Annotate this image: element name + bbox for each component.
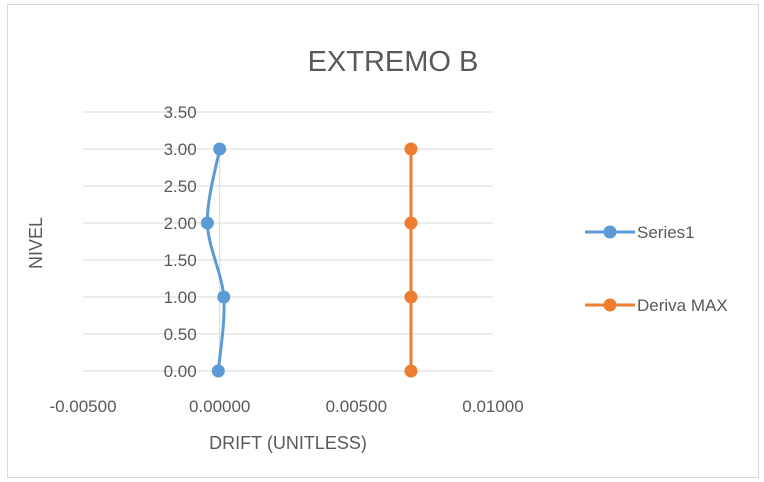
legend-item: Deriva MAX xyxy=(585,296,728,315)
legend-item: Series1 xyxy=(585,223,695,242)
legend-label: Series1 xyxy=(637,223,695,242)
data-point xyxy=(217,290,231,304)
y-axis-title: NIVEL xyxy=(26,217,46,269)
y-tick-label: 2.00 xyxy=(164,214,197,233)
legend-marker xyxy=(603,225,617,239)
data-point xyxy=(404,290,418,304)
x-tick-labels: -0.00500 0.00000 0.00500 0.01000 xyxy=(49,397,523,416)
chart-title: EXTREMO B xyxy=(308,46,479,78)
y-tick-label: 3.00 xyxy=(164,140,197,159)
y-tick-label: 1.00 xyxy=(164,288,197,307)
series-1 xyxy=(404,142,418,378)
data-point xyxy=(211,364,225,378)
legend: Series1 Deriva MAX xyxy=(585,223,728,315)
data-point xyxy=(200,216,214,230)
x-tick-label: 0.00500 xyxy=(326,397,387,416)
y-tick-label: 2.50 xyxy=(164,177,197,196)
series-0 xyxy=(200,142,231,378)
y-tick-label: 0.00 xyxy=(164,362,197,381)
x-tick-label: 0.00000 xyxy=(189,397,250,416)
x-tick-label: -0.00500 xyxy=(49,397,116,416)
data-point xyxy=(404,142,418,156)
series-line xyxy=(205,147,226,373)
legend-label: Deriva MAX xyxy=(637,296,728,315)
data-point xyxy=(404,364,418,378)
gridlines xyxy=(83,111,493,372)
x-axis-title: DRIFT (UNITLESS) xyxy=(209,433,367,453)
y-tick-label: 0.50 xyxy=(164,325,197,344)
series-layer xyxy=(200,142,418,378)
y-tick-label: 3.50 xyxy=(164,103,197,122)
chart-frame xyxy=(7,4,759,478)
y-tick-labels: 0.00 0.50 1.00 1.50 2.00 2.50 3.00 3.50 xyxy=(164,103,197,381)
x-tick-label: 0.01000 xyxy=(462,397,523,416)
legend-marker xyxy=(603,298,617,312)
data-point xyxy=(213,142,227,156)
data-point xyxy=(404,216,418,230)
y-tick-label: 1.50 xyxy=(164,251,197,270)
